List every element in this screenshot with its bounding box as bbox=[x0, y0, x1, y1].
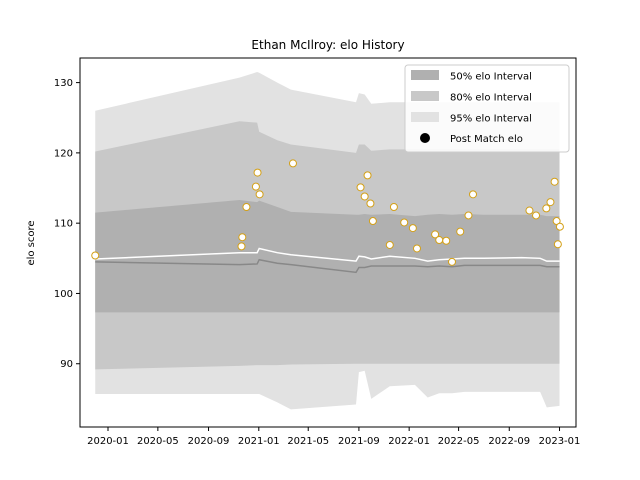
post-match-points bbox=[91, 159, 564, 266]
chart-title: Ethan McIlroy: elo History bbox=[251, 38, 404, 52]
legend-label-50: 50% elo Interval bbox=[450, 72, 532, 83]
post-match-point bbox=[525, 206, 534, 215]
y-tick-label: 130 bbox=[54, 78, 73, 89]
legend-marker-post-match bbox=[420, 133, 430, 143]
post-match-point bbox=[368, 217, 377, 226]
post-match-point bbox=[448, 257, 456, 266]
y-tick-label: 110 bbox=[54, 219, 73, 230]
x-tick-label: 2023-01 bbox=[539, 436, 581, 447]
post-match-point bbox=[400, 218, 409, 227]
y-tick-label: 90 bbox=[60, 359, 73, 370]
legend-swatch-50 bbox=[411, 70, 439, 80]
post-match-point bbox=[532, 211, 541, 220]
post-match-point bbox=[464, 211, 473, 220]
legend-box bbox=[404, 64, 570, 153]
x-tick-label: 2022-05 bbox=[438, 436, 480, 447]
x-tick-label: 2020-01 bbox=[87, 436, 129, 447]
median-elo-line bbox=[95, 258, 560, 274]
post-match-point bbox=[288, 159, 297, 168]
post-match-point bbox=[412, 244, 421, 253]
post-match-point bbox=[238, 233, 247, 242]
legend-label-95: 95% elo Interval bbox=[450, 114, 532, 125]
post-match-point bbox=[253, 168, 262, 177]
axes-frame bbox=[79, 57, 577, 428]
post-match-point bbox=[469, 190, 478, 199]
post-match-point bbox=[442, 236, 451, 245]
post-match-point bbox=[431, 230, 440, 239]
legend-swatch-80 bbox=[411, 91, 439, 101]
post-match-point bbox=[363, 171, 372, 180]
x-tick-label: 2020-05 bbox=[137, 436, 179, 447]
post-match-point bbox=[360, 192, 369, 201]
post-match-point bbox=[389, 203, 398, 212]
y-tick-label: 120 bbox=[54, 148, 73, 159]
band-50-interval bbox=[95, 199, 560, 313]
y-axis-label: elo score bbox=[26, 220, 37, 265]
post-match-point bbox=[550, 177, 559, 186]
legend: 50% elo Interval 80% elo Interval 95% el… bbox=[404, 64, 570, 153]
post-match-point bbox=[385, 240, 394, 249]
post-match-point bbox=[255, 190, 264, 199]
post-match-point bbox=[546, 198, 555, 207]
post-match-point bbox=[542, 204, 551, 213]
post-match-point bbox=[242, 203, 251, 212]
x-tick-label: 2022-09 bbox=[488, 436, 530, 447]
post-match-point bbox=[251, 182, 260, 191]
x-tick-label: 2020-09 bbox=[188, 436, 230, 447]
legend-swatch-95 bbox=[411, 112, 439, 122]
plot-area bbox=[91, 72, 564, 410]
post-match-point bbox=[456, 227, 465, 236]
x-tick-label: 2021-05 bbox=[287, 436, 329, 447]
post-match-point bbox=[435, 236, 444, 245]
y-axis-ticks: 90 100 110 120 130 bbox=[54, 78, 80, 370]
x-tick-label: 2021-09 bbox=[338, 436, 380, 447]
post-match-point bbox=[555, 222, 564, 231]
post-match-point bbox=[91, 251, 100, 260]
post-match-point bbox=[553, 240, 562, 249]
legend-label-80: 80% elo Interval bbox=[450, 93, 532, 104]
post-match-point bbox=[366, 199, 375, 208]
mean-elo-line bbox=[95, 247, 560, 262]
post-match-point bbox=[408, 224, 417, 233]
post-match-point bbox=[356, 183, 365, 192]
y-tick-label: 100 bbox=[54, 289, 73, 300]
legend-label-post-match: Post Match elo bbox=[450, 134, 523, 145]
post-match-point bbox=[237, 242, 246, 251]
x-axis-ticks: 2020-01 2020-05 2020-09 2021-01 2021-05 2021-… bbox=[87, 427, 580, 447]
x-tick-label: 2022-01 bbox=[388, 436, 430, 447]
x-tick-label: 2021-01 bbox=[238, 436, 280, 447]
